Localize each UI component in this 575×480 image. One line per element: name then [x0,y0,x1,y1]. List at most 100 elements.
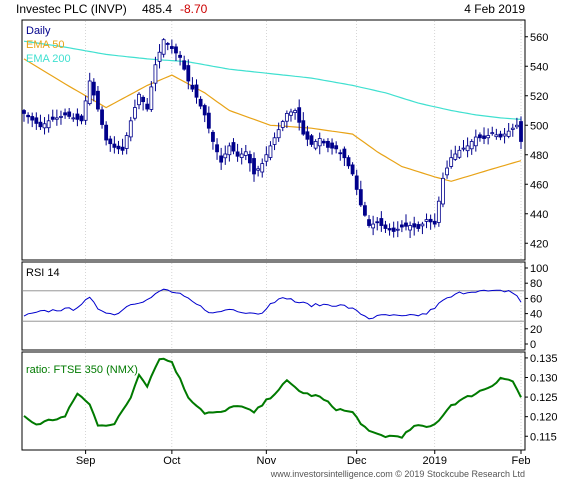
candle [280,119,285,132]
candle [436,196,441,227]
candle-body [165,43,170,45]
y-tick-label: 0.120 [530,412,558,424]
candle-body [186,65,191,82]
candle [313,139,318,151]
y-tick-label: 60 [530,293,542,305]
candle-body [445,167,449,176]
candle [469,139,474,155]
candle [293,108,297,120]
candle-body [260,163,265,173]
candle-body [432,220,437,225]
rsi-panel: 0 20 40 60 80 100 RSI 14 [21,261,548,351]
candle [128,116,133,142]
candle-body [120,146,125,151]
candle-body [104,124,109,141]
candle [54,109,59,126]
candle [75,108,80,127]
candle-body [490,132,495,135]
candle [272,132,277,151]
y-tick-label: 40 [530,309,542,321]
candle-body [436,200,441,223]
candle-body [494,134,499,138]
candle-body [350,164,355,175]
candle [424,213,429,229]
candle [350,162,355,176]
candle [42,117,47,135]
candle [141,95,146,111]
candle-body [276,129,281,139]
candle-body [478,134,482,139]
rsi-title: RSI 14 [26,267,60,279]
candle [404,214,408,231]
candle-body [198,98,203,107]
candle-body [358,189,363,206]
candle-body [461,147,466,150]
x-month-label: Oct [163,455,180,467]
candle [342,146,347,167]
candle-body [248,154,252,164]
candle-body [219,155,224,163]
candle-body [424,219,429,222]
candle-body [342,148,347,159]
candle-body [83,100,88,121]
candle [215,138,219,160]
candle [354,169,359,195]
rsi-grid [22,263,525,349]
candle [137,92,141,110]
candle [412,216,417,236]
candle [157,44,162,69]
candle [256,165,261,177]
candle [264,146,269,167]
y-tick-label: 420 [530,238,548,250]
price-panel: 420 440 460 480 500 520 540 560 Daily EMA 50 EM… [21,19,548,261]
candle [71,113,76,122]
candle [338,149,343,161]
candle-body [391,227,396,232]
candle-body [96,90,100,110]
candle-body [211,131,215,142]
candle-body [506,130,511,137]
candle-body [194,84,199,98]
candle [432,213,437,228]
candle [260,158,265,178]
candle-body [182,60,187,70]
candle-body [46,120,51,129]
candle-body [416,224,421,229]
price-y-ticks: 420 440 460 480 500 520 540 560 [525,32,548,250]
candle-body [482,135,486,139]
y-tick-label: 0.125 [530,392,558,404]
candle [428,214,433,230]
candle-body [371,223,376,229]
candle-body [22,110,26,114]
candle [182,55,187,71]
candle [116,140,121,155]
candle [486,128,491,145]
candle-body [457,149,462,158]
candle [190,77,195,92]
candle-body [63,112,67,116]
candle [498,130,503,141]
candle-body [190,84,195,90]
ratio-panel-frame [21,351,526,451]
candle-body [26,114,31,118]
candle [79,114,84,125]
candle-body [338,152,343,155]
ema200-line [23,40,522,120]
rsi-series [23,288,522,320]
ratio-title: ratio: FTSE 350 (NMX) [26,364,138,376]
candle-body [354,175,359,190]
candle [461,140,466,152]
candle-body [206,112,211,129]
candle-body [178,54,182,58]
candle-body [272,137,277,145]
candle-body [441,177,445,205]
candle [211,130,215,150]
candle [453,145,458,161]
candle-body [428,218,433,223]
legend-ema50: EMA 50 [26,39,65,51]
candle-body [30,116,35,121]
candle [223,145,228,165]
candle-body [42,123,47,129]
candle [441,172,445,208]
